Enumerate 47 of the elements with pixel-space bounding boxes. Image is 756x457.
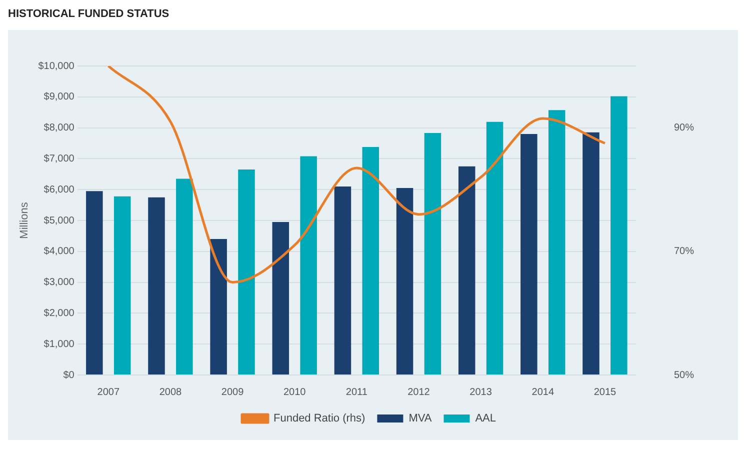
bar [272,222,290,374]
y-tick-label: $5,000 [44,215,75,226]
bar [548,110,566,374]
y2-tick-label: 90% [674,122,694,134]
y-tick-label: $6,000 [44,184,75,196]
bar [86,191,103,374]
bar [238,170,255,374]
y-tick-label: $1,000 [44,338,75,350]
bar [582,132,600,374]
x-tick-label: 2010 [283,386,306,398]
y2-tick-label: 70% [674,246,694,258]
x-tick-label: 2008 [159,386,182,398]
bar [424,133,442,374]
bar [148,197,165,374]
bar [610,96,628,374]
y-tick-label: $8,000 [44,122,75,134]
bar [334,186,352,374]
bar [300,156,317,374]
x-tick-label: 2012 [408,386,430,398]
y-tick-label: $3,000 [44,277,75,288]
y-tick-label: $4,000 [44,246,75,258]
y-axis-title: Millions [18,202,31,239]
x-tick-label: 2014 [532,386,554,398]
y-tick-label: $9,000 [44,92,75,103]
y-tick-label: $7,000 [44,153,75,164]
chart-title: HISTORICAL FUNDED STATUS [8,8,170,20]
x-tick-label: 2009 [221,386,244,398]
bar [396,188,414,374]
bar [486,122,504,374]
legend-label: MVA [408,412,432,425]
bar [114,196,131,374]
legend-label: Funded Ratio (rhs) [273,412,366,425]
y-tick-label: $0 [63,370,75,381]
x-tick-label: 2015 [594,386,617,398]
bar [362,146,380,374]
x-tick-label: 2011 [346,386,368,398]
legend-label: AAL [475,412,496,425]
x-tick-label: 2013 [470,386,492,398]
x-tick-label: 2007 [97,386,120,398]
bar [458,166,476,374]
line-series [107,66,606,284]
bar [520,134,538,374]
y-tick-label: $10,000 [38,60,75,72]
bar [210,239,227,374]
bar [176,178,193,374]
y-tick-label: $2,000 [44,308,75,319]
y2-tick-label: 50% [674,370,694,381]
